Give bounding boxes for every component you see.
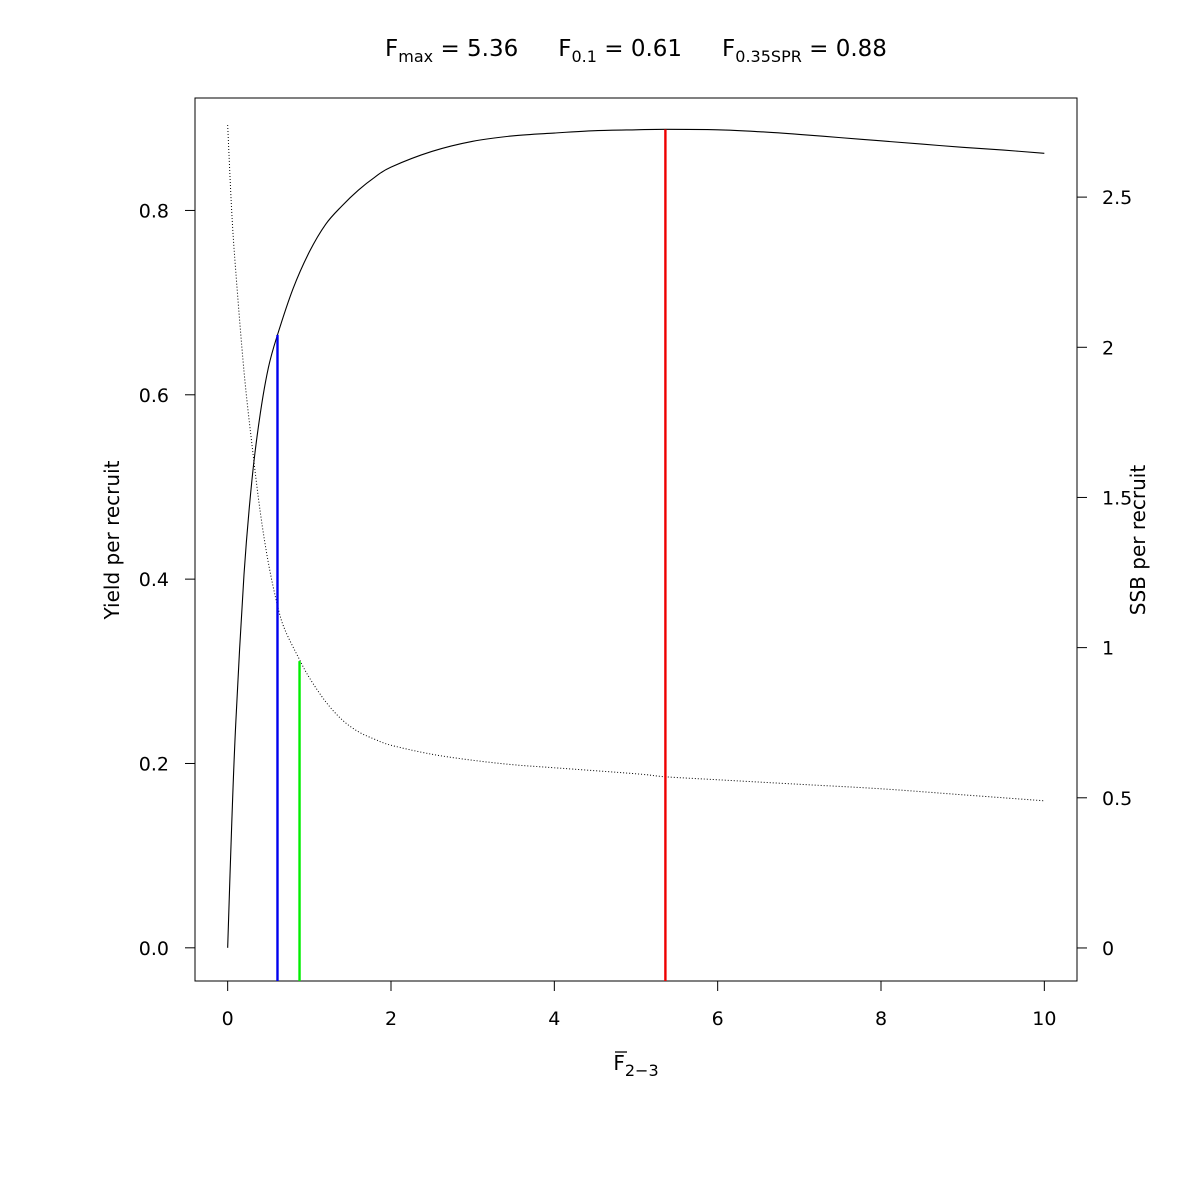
x-axis-title-sub: 2−3 (625, 1061, 659, 1080)
series-layer (227, 125, 1045, 948)
x-tick-label: 6 (712, 1008, 724, 1030)
y-axis-right-title: SSB per recruit (1126, 465, 1150, 616)
x-axis-title-symbol: F (613, 1051, 625, 1075)
x-axis: 0 2 4 6 8 10 (222, 981, 1056, 1030)
y-left-tick-label: 0.8 (139, 200, 169, 222)
y-axis-left: 0.0 0.2 0.4 0.6 0.8 (139, 200, 195, 960)
title-fspr-value: = 0.88 (802, 36, 887, 62)
plot-frame (194, 97, 1078, 982)
y-axis-right: 0 0.5 1 1.5 2 2.5 (1077, 187, 1132, 960)
y-left-tick-label: 0.4 (139, 569, 169, 591)
x-tick-label: 0 (222, 1008, 234, 1030)
y-right-tick-label: 0 (1102, 938, 1114, 960)
title-f01-sub: 0.1 (571, 47, 596, 66)
title-fmax-sub: max (398, 47, 433, 66)
reference-lines (276, 129, 667, 981)
x-axis-title: F2−3 (613, 1051, 658, 1080)
y-right-tick-label: 1.5 (1102, 487, 1132, 509)
y-left-tick-label: 0.6 (139, 385, 169, 407)
y-left-tick-label: 0.2 (139, 753, 169, 775)
y-left-tick-label: 0.0 (139, 938, 169, 960)
title-fspr-symbol: F (722, 36, 735, 62)
ssb-per-recruit-line (227, 125, 1045, 802)
yield-per-recruit-line (227, 128, 1045, 948)
x-tick-label: 4 (548, 1008, 560, 1030)
title-fspr-sub: 0.35SPR (735, 47, 802, 66)
title-fmax-value: = 5.36 (433, 36, 518, 62)
x-tick-label: 2 (385, 1008, 397, 1030)
title-f01-value: = 0.61 (597, 36, 682, 62)
y-right-tick-label: 2 (1102, 337, 1114, 359)
title-f01-symbol: F (558, 36, 571, 62)
title-fmax-symbol: F (385, 36, 398, 62)
y-axis-left-title: Yield per recruit (100, 460, 124, 620)
y-right-tick-label: 2.5 (1102, 187, 1132, 209)
x-tick-label: 8 (875, 1008, 887, 1030)
y-right-tick-label: 1 (1102, 638, 1114, 660)
x-tick-label: 10 (1032, 1008, 1056, 1030)
y-right-tick-label: 0.5 (1102, 788, 1132, 810)
chart-title: Fmax = 5.36 F0.1 = 0.61 F0.35SPR = 0.88 (385, 36, 887, 66)
